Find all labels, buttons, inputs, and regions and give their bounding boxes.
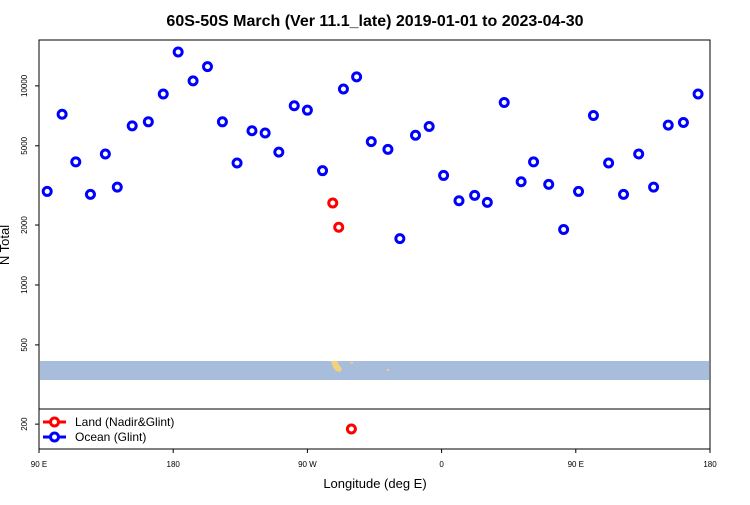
y-axis-label: N Total [0,225,12,265]
x-tick-label: 180 [703,460,717,469]
data-point [648,181,660,193]
legend-land-marker [49,416,60,428]
data-point [216,116,228,128]
data-point [558,223,570,235]
data-point [231,157,243,169]
data-point [410,129,422,141]
x-axis: 90 E 180 90 W 0 90 E 180 [31,449,717,469]
data-point [423,121,435,133]
x-tick-label: 90 E [568,460,584,469]
x-tick-label: 90 E [31,460,47,469]
data-point [365,136,377,148]
data-point [345,423,357,435]
data-point [453,195,465,207]
map-land-islet [387,369,389,371]
data-point [351,71,363,83]
data-point [633,148,645,160]
data-point [56,108,68,120]
data-point [481,196,493,208]
world-map-strip [40,361,709,380]
data-point [337,83,349,95]
data-point [84,188,96,200]
data-point [126,120,138,132]
y-tick-label: 500 [20,338,29,352]
data-point [528,156,540,168]
data-point [469,189,481,201]
data-point [70,156,82,168]
data-point [172,46,184,58]
series-1 [41,46,704,245]
y-axis: 200 500 1000 2000 5000 10000 [20,74,39,431]
legend: Land (Nadir&Glint) Ocean (Glint) [43,415,174,444]
data-point [41,185,53,197]
data-point [246,125,258,137]
data-point [201,61,213,73]
data-point [498,97,510,109]
x-tick-label: 180 [167,460,181,469]
data-point [382,143,394,155]
x-axis-label: Longitude (deg E) [323,476,426,491]
y-tick-label: 1000 [20,276,29,294]
data-points [41,46,704,435]
x-tick-label: 90 W [298,460,317,469]
x-tick-label: 0 [439,460,444,469]
data-point [317,165,329,177]
legend-ocean-label: Ocean (Glint) [75,430,146,444]
data-point [618,188,630,200]
data-point [333,221,345,233]
data-point [327,197,339,209]
data-point [273,146,285,158]
plot-frame [38,39,711,450]
data-point [543,178,555,190]
data-point [288,100,300,112]
data-point [142,116,154,128]
data-point [111,181,123,193]
y-tick-label: 10000 [20,74,29,97]
data-point [259,127,271,139]
series-0 [327,197,357,435]
data-point [187,75,199,87]
y-tick-label: 2000 [20,216,29,234]
y-tick-label: 200 [20,417,29,431]
data-point [394,233,406,245]
data-point [662,119,674,131]
map-land-islet [350,362,353,364]
y-tick-label: 5000 [20,136,29,154]
data-point [515,176,527,188]
plot-area [38,39,711,450]
map-ocean-band [40,361,709,380]
legend-ocean-marker [49,431,60,443]
chart-title: 60S-50S March (Ver 11.1_late) 2019-01-01… [166,13,583,30]
data-point [603,157,615,169]
data-point [157,88,169,100]
legend-land-label: Land (Nadir&Glint) [75,415,174,429]
data-point [692,88,704,100]
data-point [573,185,585,197]
data-point [587,109,599,121]
data-point [99,148,111,160]
data-point [301,104,313,116]
data-point [438,169,450,181]
map-land-south-america-tip [331,361,342,372]
data-point [677,116,689,128]
